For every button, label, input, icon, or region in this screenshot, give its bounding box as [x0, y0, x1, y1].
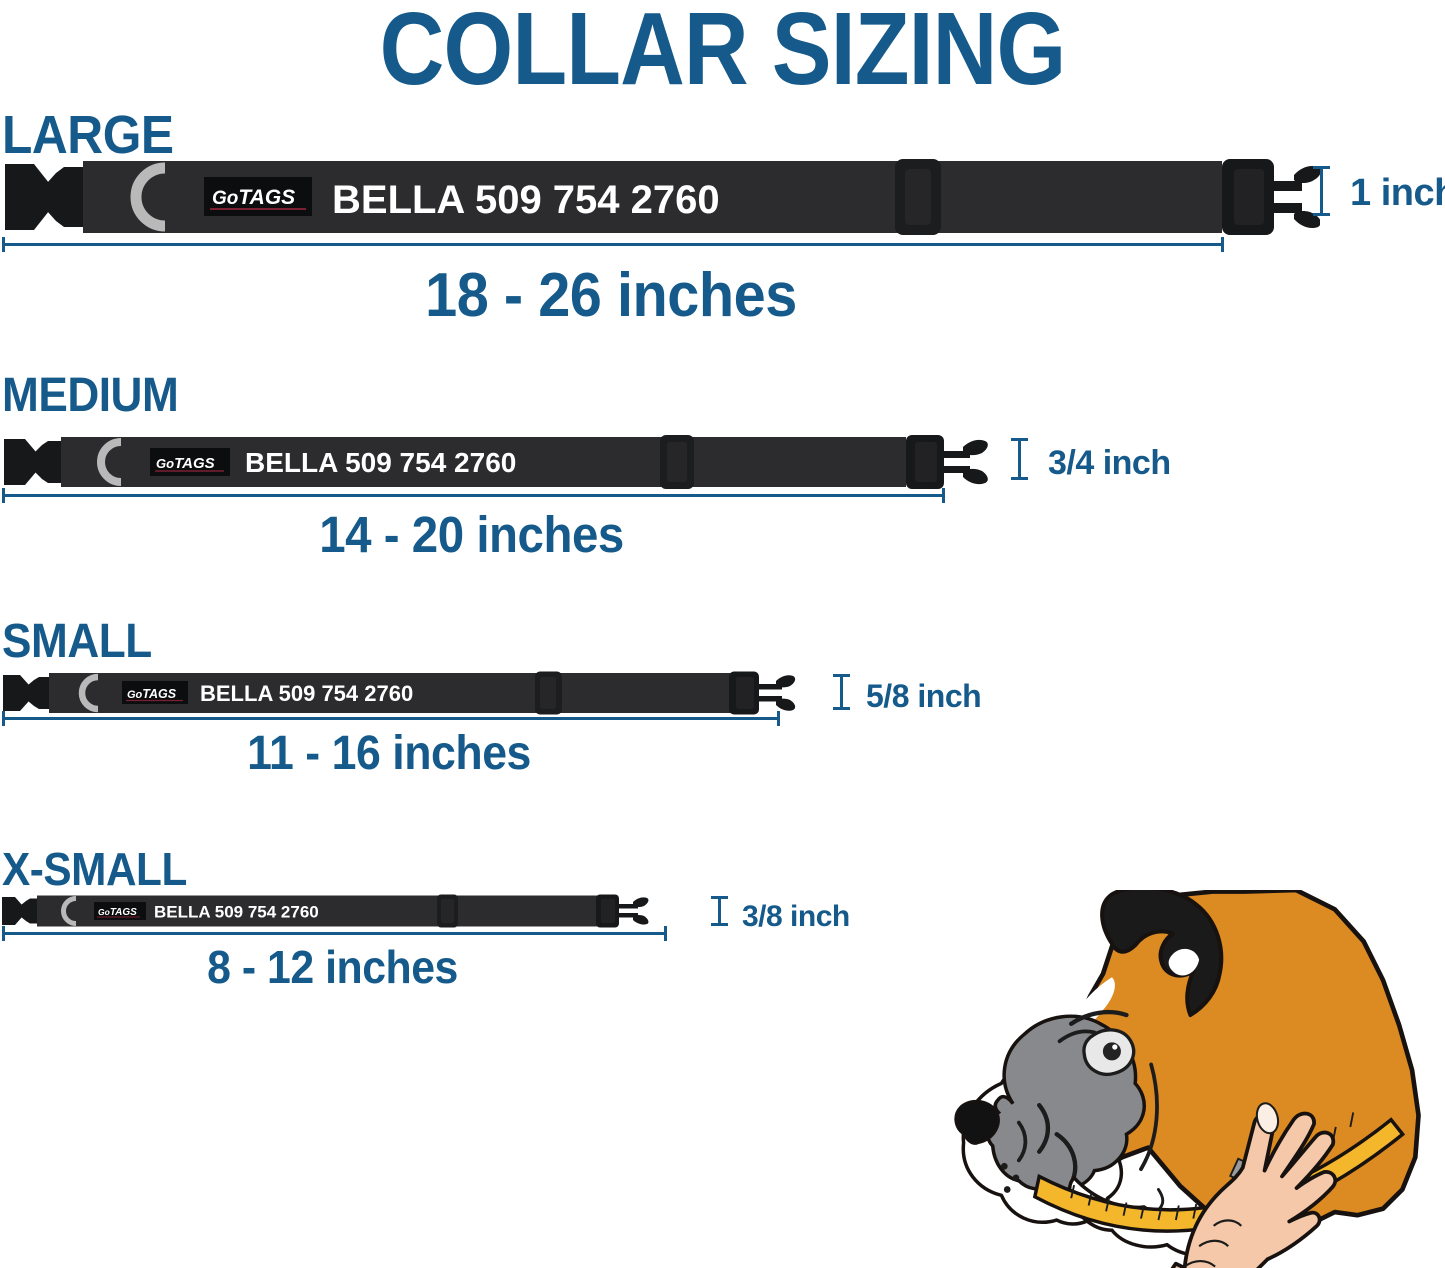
svg-text:GoTAGS: GoTAGS [98, 907, 137, 918]
svg-text:BELLA 509 754 2760: BELLA 509 754 2760 [245, 447, 516, 478]
svg-text:BELLA 509 754 2760: BELLA 509 754 2760 [154, 903, 319, 922]
svg-text:GoTAGS: GoTAGS [127, 687, 177, 701]
svg-text:GoTAGS: GoTAGS [212, 186, 295, 209]
svg-text:BELLA 509 754 2760: BELLA 509 754 2760 [200, 681, 413, 706]
svg-text:BELLA 509 754 2760: BELLA 509 754 2760 [332, 178, 720, 222]
svg-text:GoTAGS: GoTAGS [156, 455, 215, 472]
